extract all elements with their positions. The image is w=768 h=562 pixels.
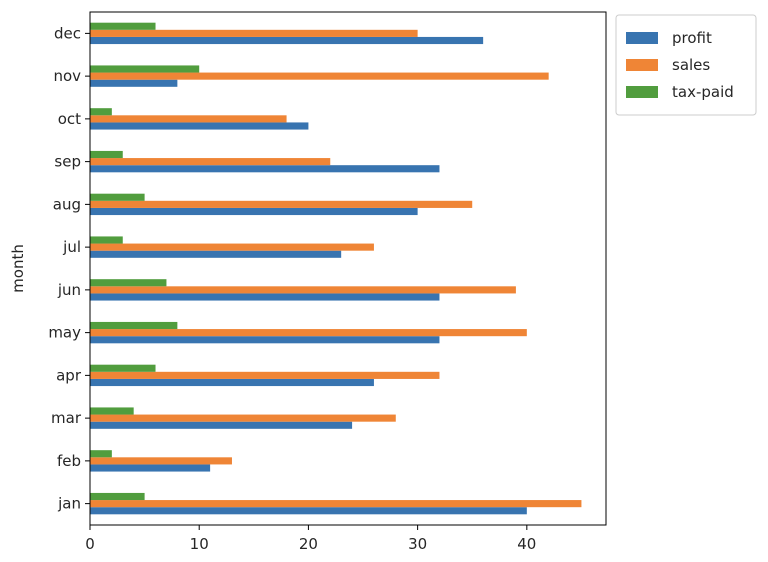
bar-profit-feb	[90, 464, 211, 472]
y-axis: jan feb mar apr may jun jul aug sep oct nov dec	[48, 24, 90, 513]
y-tick-label: mar	[51, 409, 82, 427]
bar-profit-aug	[90, 207, 418, 216]
legend-label-tax-paid: tax-paid	[672, 83, 734, 101]
x-tick-label: 40	[517, 535, 536, 553]
bar-sales-jan	[90, 500, 582, 508]
plot-frame	[89, 11, 607, 526]
bar-sales-jul	[90, 243, 374, 251]
bar-profit-jun	[90, 293, 440, 301]
bar-tax-paid-jul	[90, 236, 123, 244]
y-tick-label: jan	[57, 495, 81, 513]
bar-sales-feb	[90, 457, 232, 465]
bar-sales-apr	[90, 371, 440, 379]
y-tick-label: jul	[62, 238, 81, 256]
bar-profit-oct	[90, 122, 309, 130]
bar-profit-may	[90, 336, 440, 344]
x-tick-label: 10	[190, 535, 209, 553]
bar-tax-paid-jun	[90, 279, 167, 287]
bar-tax-paid-sep	[90, 150, 123, 159]
bar-sales-aug	[90, 200, 473, 208]
bar-tax-paid-may	[90, 321, 178, 330]
y-axis-title: month	[9, 244, 27, 293]
legend-swatch-profit	[626, 32, 658, 44]
bar-sales-may	[90, 329, 527, 337]
bar-tax-paid-nov	[90, 65, 200, 73]
legend-swatch-tax-paid	[626, 86, 658, 98]
x-tick-label: 20	[299, 535, 318, 553]
y-tick-label: jun	[57, 281, 81, 299]
bars-group	[90, 22, 582, 515]
bar-tax-paid-feb	[90, 450, 112, 458]
y-tick-label: sep	[54, 153, 81, 171]
bar-profit-apr	[90, 378, 374, 387]
bar-tax-paid-oct	[90, 108, 112, 116]
bar-sales-mar	[90, 414, 396, 422]
bar-sales-dec	[90, 29, 418, 37]
y-tick-label: dec	[54, 24, 81, 42]
bar-tax-paid-dec	[90, 22, 156, 30]
y-tick-label: apr	[56, 366, 82, 384]
bar-tax-paid-jan	[90, 492, 145, 501]
bar-profit-sep	[90, 165, 440, 173]
bar-sales-sep	[90, 158, 331, 166]
bar-tax-paid-apr	[90, 364, 156, 372]
y-tick-label: oct	[58, 110, 81, 128]
y-tick-label: may	[48, 324, 81, 342]
legend: profit sales tax-paid	[615, 14, 757, 116]
bar-profit-dec	[90, 36, 484, 45]
x-tick-label: 30	[408, 535, 427, 553]
y-tick-label: aug	[53, 195, 81, 213]
bar-sales-oct	[90, 115, 287, 123]
y-tick-label: nov	[53, 67, 81, 85]
legend-label-profit: profit	[672, 29, 712, 47]
legend-swatch-sales	[626, 59, 658, 71]
y-tick-label: feb	[57, 452, 81, 470]
bar-tax-paid-mar	[90, 407, 134, 415]
bar-tax-paid-aug	[90, 193, 145, 201]
bar-profit-mar	[90, 421, 353, 429]
legend-label-sales: sales	[672, 56, 710, 74]
bar-profit-jul	[90, 250, 342, 258]
bar-sales-jun	[90, 286, 516, 294]
bar-profit-jan	[90, 507, 527, 515]
x-tick-label: 0	[85, 535, 95, 553]
bar-sales-nov	[90, 72, 549, 80]
bar-profit-nov	[90, 79, 178, 87]
x-axis: 0 10 20 30 40	[85, 525, 536, 553]
